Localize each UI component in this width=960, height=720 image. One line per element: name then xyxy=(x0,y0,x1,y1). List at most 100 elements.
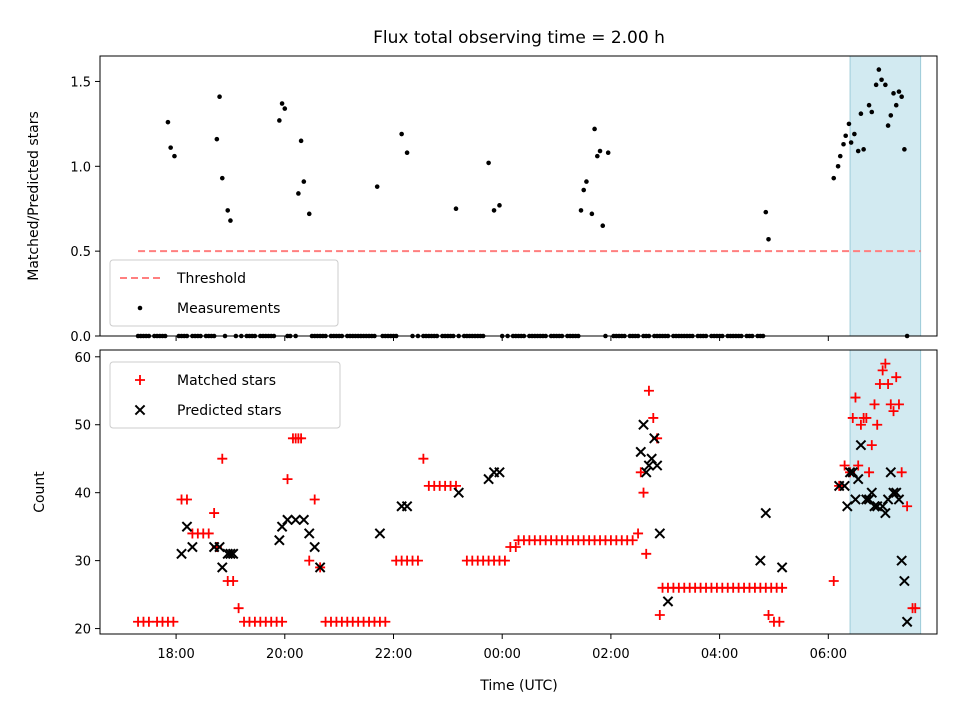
matched-star-point xyxy=(910,603,921,614)
measurement-point xyxy=(873,82,879,88)
predicted-star-point xyxy=(852,473,864,485)
y-tick-label: 0.5 xyxy=(70,245,91,260)
measurement-point xyxy=(228,218,233,223)
predicted-star-point xyxy=(494,466,505,478)
measurement-point xyxy=(165,119,171,125)
matched-star-point xyxy=(891,372,902,383)
legend-label: Measurements xyxy=(177,301,280,317)
x-tick-label: 06:00 xyxy=(810,647,847,662)
measurement-point xyxy=(879,77,884,83)
predicted-star-point xyxy=(776,562,788,573)
measurement-point xyxy=(584,179,589,184)
predicted-star-point xyxy=(649,433,660,444)
legend-predicted-swatch xyxy=(134,404,146,416)
measurement-point xyxy=(866,102,872,108)
measurement-point xyxy=(217,94,222,100)
matched-star-point xyxy=(877,365,888,376)
predicted-star-point xyxy=(901,616,913,628)
matched-star-point xyxy=(304,555,315,566)
legend-label: Matched stars xyxy=(177,373,276,389)
plot-frame xyxy=(99,349,938,635)
measurement-point xyxy=(374,184,380,189)
measurement-point xyxy=(404,150,410,156)
predicted-star-point xyxy=(760,507,772,519)
matched-star-point xyxy=(641,548,652,559)
measurement-point xyxy=(846,121,852,127)
matched-star-point xyxy=(872,419,883,430)
y-tick-label: 1.0 xyxy=(70,160,91,175)
measurement-point xyxy=(282,106,288,111)
measurement-point xyxy=(595,153,600,159)
y-tick-label: 50 xyxy=(74,419,91,434)
predicted-star-point xyxy=(314,562,326,573)
measurement-point xyxy=(883,82,888,88)
measurement-point xyxy=(219,175,225,181)
predicted-star-point xyxy=(303,528,315,539)
matched-star-point xyxy=(847,412,858,423)
matched-star-point xyxy=(763,609,774,620)
predicted-star-point xyxy=(309,541,320,553)
x-tick-label: 02:00 xyxy=(592,647,629,662)
ratio-subplot: 0.0 0.5 1.0 1.5 Matched/Predicted stars Thres… xyxy=(26,55,938,345)
predicted-star-point xyxy=(176,548,187,560)
measurement-point xyxy=(888,113,894,118)
matched-star-point xyxy=(217,453,228,464)
measurement-point xyxy=(277,118,282,123)
x-tick-label: 00:00 xyxy=(483,647,520,662)
measurement-point xyxy=(168,145,173,150)
matched-star-point xyxy=(864,467,875,478)
matched-star-point xyxy=(828,576,839,587)
matched-star-point xyxy=(654,609,665,620)
y-axis-label: Count xyxy=(32,471,48,513)
highlight-span xyxy=(849,349,922,635)
measurement-point xyxy=(837,153,843,159)
predicted-star-point xyxy=(869,500,880,512)
counts-subplot: 20 30 40 50 60 18:00 20:00 22:00 00:00 02:00 04:00… xyxy=(32,349,938,662)
matched-star-point xyxy=(209,508,220,519)
predicted-star-point xyxy=(899,575,910,587)
matched-star-point xyxy=(893,399,904,410)
matched-star-point xyxy=(168,616,179,627)
measurement-point xyxy=(497,203,502,208)
measurement-point xyxy=(841,141,846,147)
measurement-point xyxy=(885,123,891,128)
legend-matched-swatch xyxy=(135,375,145,385)
x-tick-label: 18:00 xyxy=(157,647,194,662)
matched-star-point xyxy=(627,535,638,546)
matched-star-point xyxy=(643,385,654,396)
y-tick-label: 30 xyxy=(74,555,91,570)
measurement-point xyxy=(592,126,597,132)
measurement-point xyxy=(902,147,907,152)
measurement-point xyxy=(896,89,902,94)
matched-star-point xyxy=(869,399,880,410)
measurement-point xyxy=(855,148,861,154)
measurement-point xyxy=(869,109,875,115)
predicted-star-point xyxy=(181,521,193,532)
predicted-star-point xyxy=(638,419,649,431)
matched-star-point xyxy=(855,419,866,430)
matched-star-point xyxy=(181,494,192,505)
measurement-point xyxy=(766,236,771,242)
matched-star-point xyxy=(309,494,320,505)
matched-star-point xyxy=(635,467,646,478)
matched-star-point xyxy=(277,616,288,627)
predicted-star-point xyxy=(640,466,652,478)
predicted-star-point xyxy=(896,555,907,566)
y-tick-label: 60 xyxy=(74,351,91,366)
measurement-point xyxy=(491,208,497,213)
predicted-star-point xyxy=(880,507,891,519)
predicted-star-point xyxy=(227,548,239,560)
measurement-point xyxy=(399,131,404,137)
measurement-point xyxy=(861,147,866,152)
measurement-point xyxy=(848,140,854,145)
predicted-star-point xyxy=(187,541,198,553)
measurement-point xyxy=(893,102,899,108)
measurement-point xyxy=(486,160,491,166)
measurement-point xyxy=(899,94,904,100)
matched-star-point xyxy=(839,460,850,471)
measurement-point xyxy=(225,208,231,213)
x-axis-label: Time (UTC) xyxy=(479,678,557,694)
legend-box xyxy=(109,361,341,429)
matched-star-point xyxy=(774,616,785,627)
